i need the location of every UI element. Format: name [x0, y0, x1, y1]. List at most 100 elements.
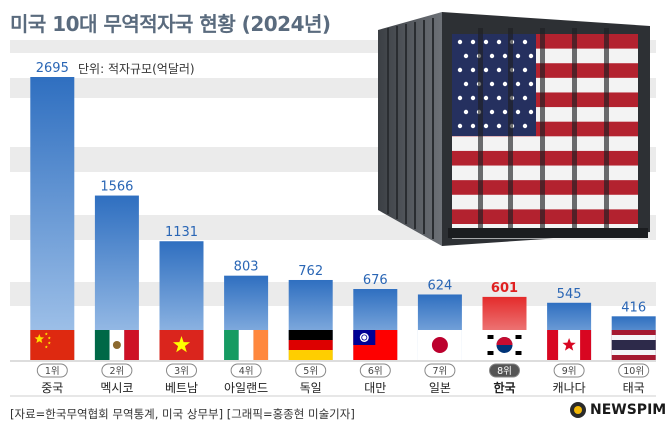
star-icon — [502, 109, 508, 115]
bar-1 — [30, 77, 75, 360]
rank-label: 4위 — [239, 365, 254, 377]
star-icon — [489, 109, 495, 115]
china-flag-icon — [30, 330, 75, 360]
value-label: 1566 — [100, 180, 133, 195]
ireland-flag-icon — [224, 330, 269, 360]
rank-badge — [489, 363, 520, 378]
container-lock-bar — [572, 28, 577, 228]
star-icon — [515, 53, 521, 59]
value-label: 624 — [427, 278, 452, 293]
rank-label: 2위 — [110, 365, 125, 377]
container-lock-bar — [540, 28, 545, 228]
star-icon — [522, 123, 528, 129]
star-icon — [528, 109, 534, 115]
rank-label: 10위 — [623, 365, 644, 377]
value-label: 762 — [298, 264, 323, 279]
country-label: 일본 — [429, 381, 451, 395]
taiwan-flag-icon — [353, 330, 398, 360]
country-label: 멕시코 — [100, 381, 133, 395]
star-icon — [522, 95, 528, 101]
container-lock-bar — [604, 28, 609, 228]
star-icon — [483, 123, 489, 129]
rank-label: 1위 — [45, 365, 60, 377]
chart-title: 미국 10대 무역적자국 현황 (2024년) — [10, 12, 331, 36]
container-base — [448, 228, 648, 238]
star-icon — [463, 81, 469, 87]
star-icon — [515, 81, 521, 87]
star-icon — [457, 67, 463, 73]
star-icon — [483, 95, 489, 101]
rank-badge — [101, 363, 133, 378]
country-label: 중국 — [41, 381, 63, 395]
country-label: 캐나다 — [553, 381, 586, 395]
rank-badge — [359, 363, 391, 378]
rank-label: 8위 — [497, 365, 512, 377]
value-label: 601 — [491, 281, 518, 296]
rank-badge — [36, 363, 68, 378]
rank-badge — [166, 363, 197, 378]
star-icon — [457, 95, 463, 101]
star-icon — [528, 53, 534, 59]
container-lock-bar — [508, 28, 513, 228]
star-icon — [496, 67, 502, 73]
rank-label: 5위 — [303, 365, 318, 377]
value-label: 416 — [621, 300, 646, 315]
country-label: 한국 — [493, 380, 515, 395]
rank-badge — [424, 363, 456, 378]
star-icon — [483, 67, 489, 73]
rank-badge — [230, 363, 262, 378]
star-icon — [470, 67, 476, 73]
star-icon — [470, 39, 476, 45]
star-icon — [522, 39, 528, 45]
star-icon — [502, 53, 508, 59]
vietnam-flag-icon — [159, 330, 204, 360]
country-label: 베트남 — [165, 381, 198, 395]
star-icon — [502, 81, 508, 87]
country-label: 태국 — [623, 381, 645, 395]
mexico-flag-icon — [94, 330, 139, 360]
unit-label: 단위: 적자규모(억달러) — [78, 62, 195, 76]
star-icon — [470, 95, 476, 101]
rank-label: 6위 — [368, 365, 383, 377]
star-icon — [483, 39, 489, 45]
value-label: 1131 — [165, 225, 198, 240]
star-icon — [463, 53, 469, 59]
value-label: 676 — [363, 273, 388, 288]
value-label: 803 — [234, 260, 259, 275]
thailand-flag-icon — [611, 330, 656, 360]
rank-badge — [295, 363, 327, 378]
star-icon — [496, 39, 502, 45]
brand-logo: NEWSPIM — [570, 402, 666, 418]
korea-flag-icon — [482, 330, 527, 360]
newspim-logo-icon — [570, 402, 586, 418]
value-label: 545 — [557, 287, 582, 302]
japan-flag-icon — [417, 330, 462, 360]
star-icon — [496, 95, 502, 101]
country-label: 아일랜드 — [224, 381, 268, 395]
us-flag-container-illustration — [378, 12, 650, 246]
star-icon — [522, 67, 528, 73]
star-icon — [457, 123, 463, 129]
container-lock-bar — [478, 28, 483, 228]
rank-badge — [553, 363, 585, 378]
star-icon — [489, 53, 495, 59]
value-label: 2695 — [36, 61, 69, 76]
rank-label: 3위 — [174, 365, 189, 377]
source-credit: [자료=한국무역협회 무역통계, 미국 상무부] [그래픽=홍종현 미술기자] — [10, 407, 355, 421]
country-label: 독일 — [300, 381, 322, 395]
star-icon — [470, 123, 476, 129]
star-icon — [515, 109, 521, 115]
rank-badge — [618, 363, 650, 378]
country-label: 대만 — [364, 381, 386, 395]
brand-name: NEWSPIM — [590, 402, 666, 418]
germany-flag-icon — [288, 330, 333, 360]
star-icon — [489, 81, 495, 87]
star-icon — [496, 123, 502, 129]
container-side — [378, 12, 442, 246]
rank-label: 7위 — [433, 365, 448, 377]
canada-flag-icon — [547, 330, 592, 360]
star-icon — [457, 39, 463, 45]
star-icon — [463, 109, 469, 115]
